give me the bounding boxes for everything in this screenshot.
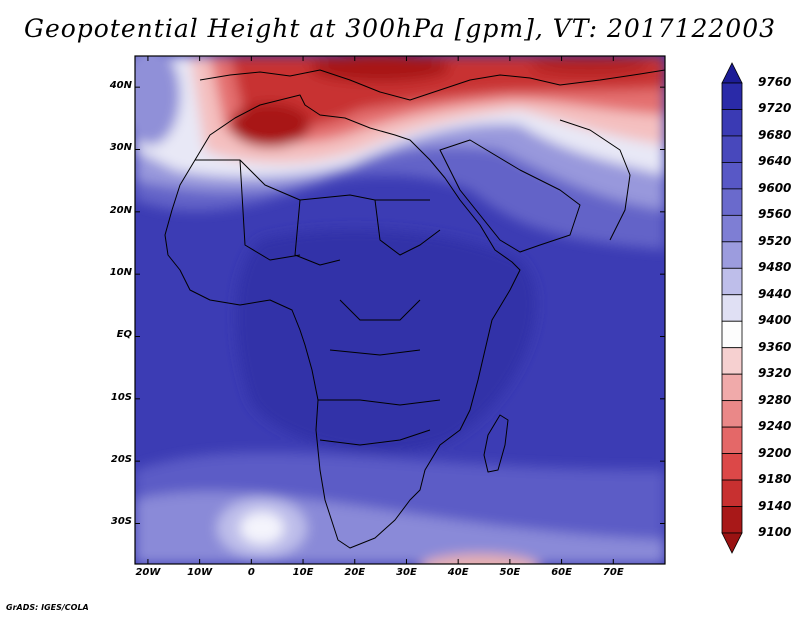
colorbar-level-label: 9680 <box>758 127 792 142</box>
colorbar-swatch <box>721 320 743 349</box>
colorbar-level-label: 9640 <box>758 154 792 169</box>
lat-label: 20S <box>110 454 132 466</box>
colorbar-arrow-bottom <box>721 532 743 554</box>
lon-label: 60E <box>551 567 572 578</box>
colorbar-level-label: 9240 <box>758 419 792 434</box>
lon-label: 70E <box>602 567 624 578</box>
colorbar-swatch <box>721 294 743 322</box>
colorbar-swatch <box>721 109 743 137</box>
colorbar-level-label: 9280 <box>758 392 792 407</box>
lon-label: 40E <box>447 567 469 578</box>
plot-frame <box>134 55 666 565</box>
colorbar-swatch <box>721 188 743 216</box>
colorbar-swatch <box>721 426 743 454</box>
colorbar-swatch <box>721 162 743 190</box>
colorbar-swatch <box>721 135 743 163</box>
colorbar <box>721 62 743 554</box>
colorbar-level-label: 9480 <box>758 260 792 275</box>
colorbar-swatch <box>721 82 743 110</box>
coastline-outline <box>164 69 665 549</box>
lon-label: 10E <box>292 567 314 578</box>
lat-label: 10N <box>109 267 132 279</box>
lat-label: 10S <box>110 391 132 403</box>
colorbar-level-label: 9440 <box>758 286 792 301</box>
colorbar-swatch <box>721 373 743 402</box>
colorbar-level-label: 9520 <box>758 233 792 248</box>
lat-label: 20N <box>109 204 132 216</box>
colorbar-swatch <box>721 479 743 507</box>
colorbar-level-label: 9360 <box>758 339 792 354</box>
lat-label: 30S <box>110 516 132 528</box>
colorbar-level-label: 9320 <box>758 366 792 381</box>
lat-label: EQ <box>116 329 132 341</box>
colorbar-level-label: 9400 <box>758 313 792 328</box>
colorbar-swatch <box>721 506 743 534</box>
colorbar-level-label: 9720 <box>758 101 792 116</box>
map-title: Geopotential Height at 300hPa [gpm], VT:… <box>23 14 777 43</box>
colorbar-swatch <box>721 453 743 481</box>
colorbar-level-label: 9200 <box>758 445 792 460</box>
colorbar-swatch <box>721 400 743 428</box>
colorbar-level-label: 9180 <box>758 472 792 487</box>
colorbar-level-label: 9560 <box>758 207 792 222</box>
lon-label: 20W <box>135 567 161 578</box>
colorbar-level-label: 9100 <box>758 525 792 539</box>
geopotential-field <box>135 56 665 564</box>
colorbar-swatch <box>721 241 743 269</box>
credit-label: GrADS: IGES/COLA <box>6 603 89 612</box>
colorbar-swatch <box>721 347 743 375</box>
lat-label: 40N <box>109 80 132 92</box>
lon-label: 30E <box>396 567 417 578</box>
lon-label: 10W <box>187 567 213 578</box>
lon-label: 0 <box>247 567 255 578</box>
lon-label: 50E <box>499 567 521 578</box>
colorbar-level-label: 9760 <box>758 75 792 89</box>
colorbar-arrow-top <box>721 62 743 84</box>
lat-label: 30N <box>109 142 132 154</box>
colorbar-level-label: 9140 <box>758 498 792 513</box>
colorbar-swatch <box>721 267 743 296</box>
colorbar-swatch <box>721 214 743 243</box>
colorbar-level-label: 9600 <box>758 180 792 195</box>
lon-label: 20E <box>344 567 366 578</box>
